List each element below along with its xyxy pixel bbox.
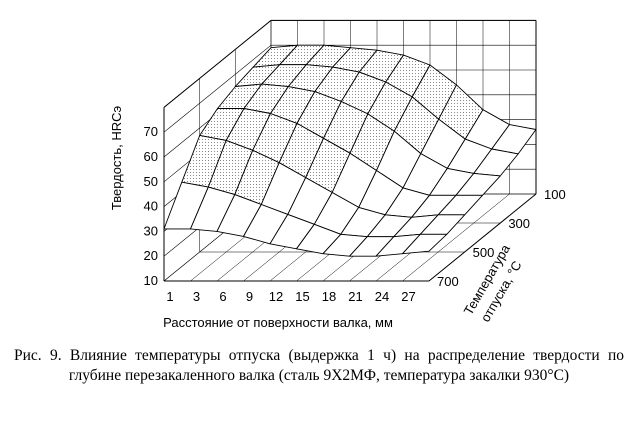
y-tick-label: 50 xyxy=(144,174,158,189)
x-tick-label: 21 xyxy=(348,289,362,304)
sidewall-gridline xyxy=(163,20,272,108)
y-tick-label: 20 xyxy=(144,248,158,263)
surface-chart: 10 20 30 40 50 60 70 1 3 6 9 12 15 18 21 24 27 100 300 500 7… xyxy=(109,19,566,330)
x-tick-label: 9 xyxy=(246,289,253,304)
x-tick-label: 27 xyxy=(401,289,415,304)
z-tick-label: 300 xyxy=(508,216,530,231)
x-tick-label: 12 xyxy=(269,289,283,304)
surface-patch xyxy=(402,233,448,255)
x-tick-label: 18 xyxy=(322,289,336,304)
z-tick-label: 100 xyxy=(544,187,566,202)
y-tick-label: 60 xyxy=(144,149,158,164)
sidewall-gridline xyxy=(163,44,272,133)
z-tick-label: 700 xyxy=(437,274,459,289)
y-tick-label: 70 xyxy=(144,124,158,139)
x-tick-label: 3 xyxy=(193,289,200,304)
surface xyxy=(163,44,537,257)
y-tick-label: 30 xyxy=(144,223,158,238)
x-tick-label: 1 xyxy=(166,289,173,304)
z-tick-label: 500 xyxy=(473,245,495,260)
x-tick-label: 24 xyxy=(375,289,389,304)
y-tick-label: 10 xyxy=(144,273,158,288)
x-axis-label: Расстояние от поверхности валка, мм xyxy=(163,315,393,330)
x-tick-label: 6 xyxy=(219,289,226,304)
floor-gridline xyxy=(402,193,510,282)
figure-caption: Рис. 9. Влияние температуры отпуска (выд… xyxy=(14,347,624,384)
y-axis-label: Твердость, HRCэ xyxy=(109,105,124,210)
y-tick-label: 40 xyxy=(144,199,158,214)
x-tick-label: 15 xyxy=(295,289,309,304)
floor-gridline xyxy=(428,193,537,282)
tick-labels: 10 20 30 40 50 60 70 1 3 6 9 12 15 18 21 24 27 100 300 500 7… xyxy=(144,124,566,304)
